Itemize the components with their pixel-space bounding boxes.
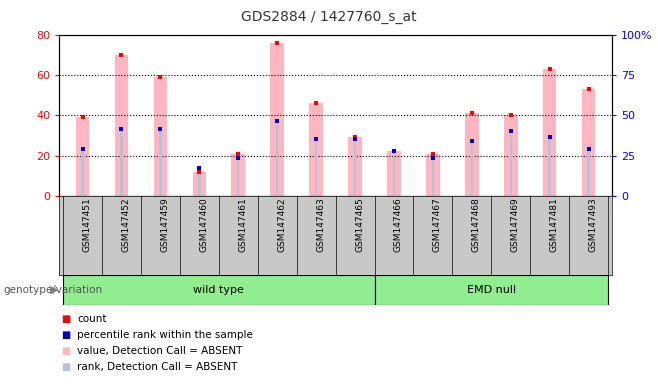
Bar bbox=[504, 115, 518, 196]
Bar bbox=[387, 152, 401, 196]
Text: ■: ■ bbox=[61, 362, 70, 372]
Bar bbox=[232, 154, 245, 196]
Bar bbox=[120, 129, 122, 196]
Bar bbox=[198, 168, 201, 196]
Text: wild type: wild type bbox=[193, 285, 244, 295]
Bar bbox=[432, 157, 434, 196]
Bar bbox=[393, 152, 395, 196]
Bar bbox=[193, 172, 206, 196]
Text: GSM147462: GSM147462 bbox=[277, 197, 286, 252]
Bar bbox=[114, 55, 128, 196]
Text: GSM147461: GSM147461 bbox=[238, 197, 247, 252]
Bar bbox=[588, 149, 590, 196]
Bar bbox=[159, 129, 162, 196]
Bar bbox=[63, 275, 374, 305]
Bar bbox=[582, 89, 595, 196]
Bar bbox=[348, 137, 362, 196]
Text: GSM147466: GSM147466 bbox=[394, 197, 403, 252]
Bar bbox=[374, 275, 608, 305]
Bar bbox=[543, 69, 557, 196]
Text: percentile rank within the sample: percentile rank within the sample bbox=[77, 330, 253, 340]
Text: GSM147493: GSM147493 bbox=[589, 197, 597, 252]
Bar bbox=[76, 117, 89, 196]
Text: GSM147469: GSM147469 bbox=[511, 197, 520, 252]
Text: rank, Detection Call = ABSENT: rank, Detection Call = ABSENT bbox=[77, 362, 238, 372]
Text: GSM147463: GSM147463 bbox=[316, 197, 325, 252]
Bar bbox=[276, 121, 278, 196]
Text: ■: ■ bbox=[61, 330, 70, 340]
Text: GDS2884 / 1427760_s_at: GDS2884 / 1427760_s_at bbox=[241, 10, 417, 23]
Text: count: count bbox=[77, 314, 107, 324]
Text: value, Detection Call = ABSENT: value, Detection Call = ABSENT bbox=[77, 346, 242, 356]
Text: GSM147467: GSM147467 bbox=[433, 197, 442, 252]
Bar bbox=[465, 113, 478, 196]
Text: GSM147481: GSM147481 bbox=[549, 197, 559, 252]
Text: GSM147459: GSM147459 bbox=[161, 197, 169, 252]
Text: GSM147451: GSM147451 bbox=[82, 197, 91, 252]
Bar bbox=[426, 154, 440, 196]
Bar bbox=[354, 139, 356, 196]
Bar bbox=[549, 137, 551, 196]
Bar bbox=[82, 149, 84, 196]
Bar bbox=[309, 103, 323, 196]
Bar bbox=[237, 157, 240, 196]
Text: ■: ■ bbox=[61, 346, 70, 356]
Text: GSM147468: GSM147468 bbox=[472, 197, 481, 252]
Text: genotype/variation: genotype/variation bbox=[3, 285, 103, 295]
Bar bbox=[509, 131, 512, 196]
Text: EMD null: EMD null bbox=[467, 285, 516, 295]
Bar bbox=[153, 77, 167, 196]
Bar bbox=[270, 43, 284, 196]
Text: ■: ■ bbox=[61, 314, 70, 324]
Text: ▶: ▶ bbox=[50, 285, 58, 295]
Bar bbox=[470, 141, 473, 196]
Bar bbox=[315, 139, 317, 196]
Text: GSM147465: GSM147465 bbox=[355, 197, 364, 252]
Text: GSM147460: GSM147460 bbox=[199, 197, 209, 252]
Text: GSM147452: GSM147452 bbox=[122, 197, 130, 252]
